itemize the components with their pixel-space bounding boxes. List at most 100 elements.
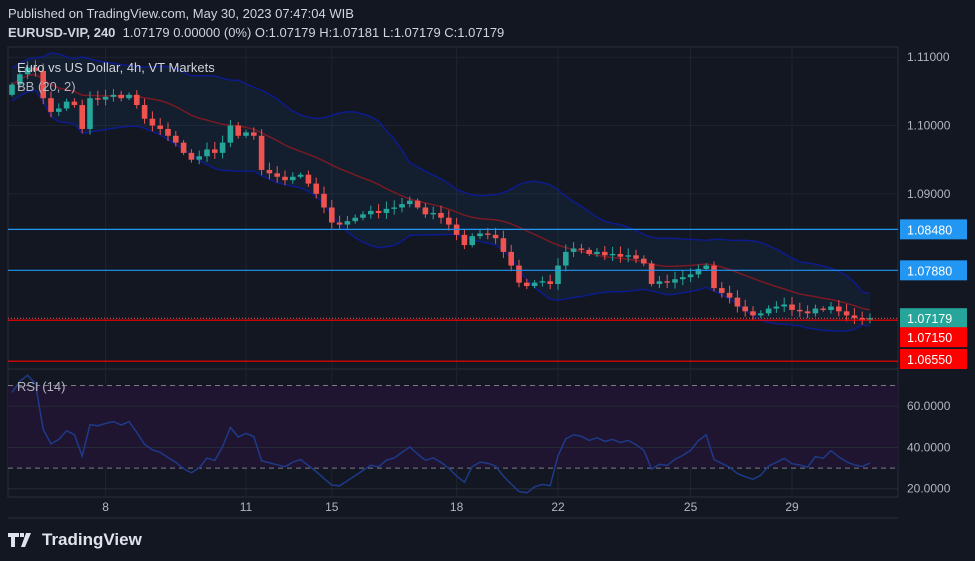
published-info: Published on TradingView.com, May 30, 20…	[8, 6, 354, 21]
candle-body	[578, 248, 585, 250]
candle-body	[24, 67, 31, 75]
candle-body	[602, 251, 608, 256]
candle-body	[9, 84, 15, 95]
candle-body	[126, 94, 132, 99]
candle-body	[430, 212, 436, 215]
price-level-label: 1.06550	[907, 353, 952, 367]
candle-body	[336, 222, 343, 225]
price-axis-label: 1.11000	[907, 50, 950, 64]
symbol-label: EURUSD-VIP, 240	[8, 25, 116, 40]
candle-body	[828, 306, 834, 310]
rsi-label: RSI (14)	[17, 379, 65, 394]
candle-body	[235, 125, 241, 136]
x-tick-label: 18	[450, 500, 464, 514]
price-axis-label: 1.10000	[907, 119, 951, 133]
candle-body	[40, 70, 46, 99]
x-tick-label: 15	[325, 500, 339, 514]
candle-body	[609, 253, 616, 256]
candle-body	[711, 265, 717, 289]
candle-body	[258, 135, 265, 170]
candle-body	[407, 200, 413, 205]
candle-body	[516, 265, 522, 283]
candle-body	[71, 101, 78, 106]
candle-body	[742, 306, 748, 312]
candle-body	[750, 311, 756, 316]
candle-body	[680, 277, 686, 280]
candle-body	[797, 309, 803, 312]
candle-body	[812, 308, 819, 314]
candle-body	[485, 233, 491, 235]
price-level-label: 1.08480	[907, 223, 952, 237]
price-level-label-bg	[900, 349, 967, 369]
x-tick-label: 22	[551, 500, 565, 514]
candle-body	[594, 251, 600, 254]
rsi-axis-label: 20.0000	[907, 482, 951, 496]
price-axis-label: 1.09000	[907, 187, 951, 201]
price-level-label: 1.07150	[907, 331, 952, 345]
tradingview-logo[interactable]: TradingView	[8, 530, 142, 550]
candle-body	[56, 108, 62, 112]
candle-body	[48, 98, 54, 112]
candle-body	[422, 207, 429, 215]
candle-body	[859, 318, 865, 320]
candle-body	[477, 233, 483, 237]
candle-body	[695, 268, 702, 275]
candle-body	[836, 306, 842, 312]
candle-body	[141, 105, 148, 119]
candle-body	[368, 210, 374, 215]
candle-body	[134, 94, 140, 106]
tradingview-logo-icon	[8, 533, 31, 547]
candle-body	[789, 304, 795, 310]
candle-body	[375, 210, 382, 213]
candle-body	[173, 135, 179, 143]
candle-body	[633, 255, 639, 259]
candle-body	[625, 255, 631, 257]
candle-body	[547, 281, 553, 284]
candle-body	[446, 217, 452, 225]
rsi-axis-label: 40.0000	[907, 440, 951, 454]
x-tick-label: 11	[240, 500, 253, 514]
candle-body	[508, 251, 514, 266]
candle-body	[87, 98, 93, 129]
candle-body	[165, 128, 171, 136]
bb-fill	[12, 52, 870, 332]
candle-body	[321, 193, 327, 208]
candle-body	[843, 311, 850, 316]
candle-body	[297, 174, 304, 177]
candle-body	[758, 313, 764, 316]
candle-body	[95, 98, 101, 100]
candle-body	[282, 176, 288, 181]
candle-body	[102, 96, 109, 100]
candle-body	[664, 281, 670, 283]
candle-body	[352, 217, 358, 222]
candle-body	[219, 142, 226, 153]
candle-body	[687, 274, 694, 278]
candle-body	[773, 306, 780, 309]
candle-body	[313, 183, 319, 194]
candle-body	[399, 204, 405, 208]
rsi-axis-label: 60.0000	[907, 399, 951, 413]
candle-body	[586, 249, 592, 254]
rsi-line	[11, 374, 871, 494]
price-level-label: 1.07880	[907, 264, 952, 278]
candle-body	[391, 207, 397, 209]
candle-body	[719, 288, 725, 293]
candle-body	[492, 234, 499, 239]
candle-body	[32, 67, 39, 71]
candle-body	[383, 208, 390, 213]
price-level-label-bg	[900, 260, 967, 281]
last-price-label-bg	[900, 308, 967, 329]
candle-body	[414, 200, 421, 208]
candle-body	[563, 251, 569, 266]
candle-body	[656, 281, 663, 284]
candle-body	[726, 292, 733, 298]
candle-body	[672, 279, 678, 283]
last-price-label: 1.07179	[907, 312, 952, 326]
rsi-zone	[8, 385, 898, 469]
bb-upper-line	[11, 52, 871, 295]
candle-body	[524, 282, 530, 287]
candle-body	[17, 74, 23, 85]
x-tick-label: 29	[785, 500, 799, 514]
candle-body	[867, 318, 873, 320]
